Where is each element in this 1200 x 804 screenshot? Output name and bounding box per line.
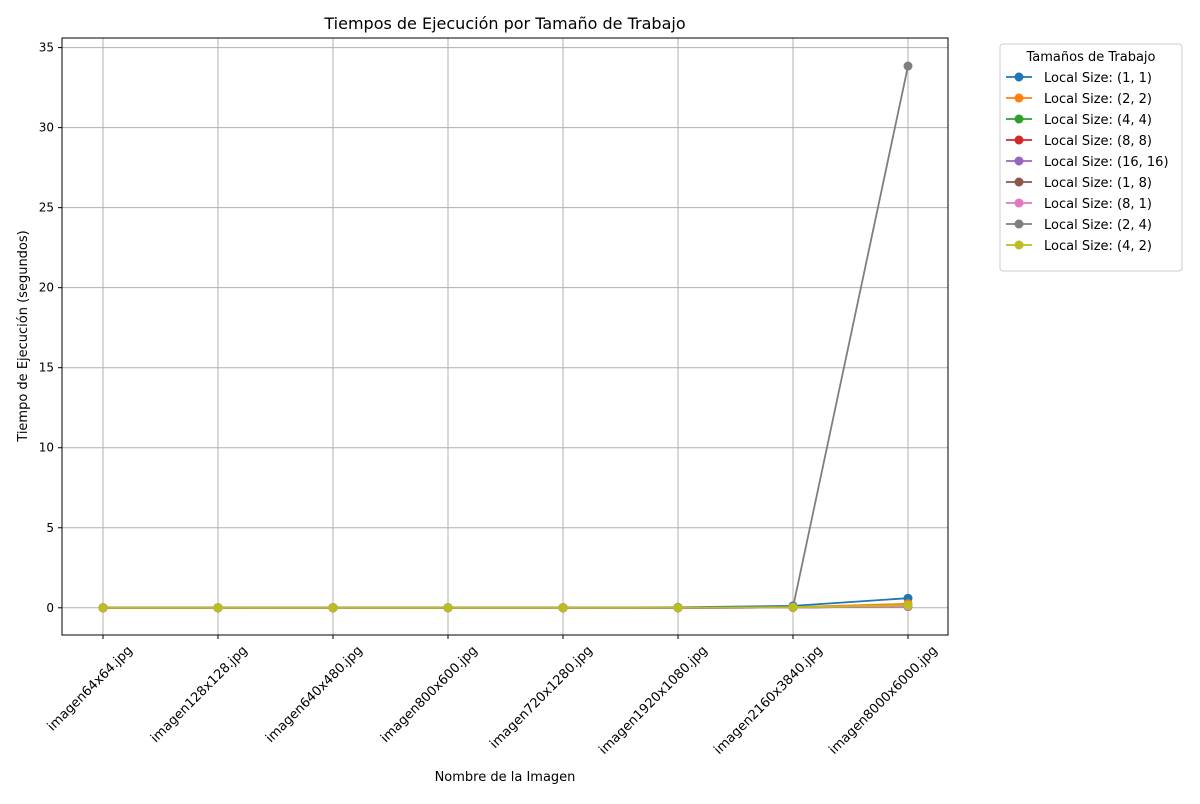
legend-marker [1014,198,1024,208]
legend-marker [1014,219,1024,229]
series-lines [98,61,913,613]
y-axis-label: Tiempo de Ejecución (segundos) [16,230,31,442]
legend-marker [1014,72,1024,82]
chart-title: Tiempos de Ejecución por Tamaño de Traba… [323,14,685,33]
data-point [98,603,108,613]
legend-label: Local Size: (2, 2) [1044,92,1152,107]
data-point [673,603,683,613]
legend-label: Local Size: (16, 16) [1044,155,1169,170]
legend-marker [1014,177,1024,187]
y-tick-label: 35 [39,41,54,55]
data-point [213,603,223,613]
legend-marker [1014,93,1024,103]
legend-title: Tamaños de Trabajo [1026,50,1156,65]
y-tick-label: 15 [39,361,54,375]
legend-label: Local Size: (1, 1) [1044,71,1152,86]
data-point [443,603,453,613]
legend-label: Local Size: (8, 8) [1044,134,1152,149]
legend: Tamaños de Trabajo Local Size: (1, 1)Loc… [999,43,1183,272]
y-tick-label: 30 [39,121,54,135]
series-line [103,604,909,609]
legend-label: Local Size: (4, 4) [1044,113,1152,128]
legend-label: Local Size: (8, 1) [1044,197,1152,212]
data-point [788,602,798,612]
legend-items: Local Size: (1, 1) Local Size: (2, 2) Loca… [1006,71,1169,254]
y-tick-label: 25 [39,201,54,215]
plot-frame [61,37,949,636]
y-tick-label: 0 [46,601,54,615]
legend-marker [1014,114,1024,124]
data-point [903,600,913,610]
y-tick-label: 5 [46,521,54,535]
legend-label: Local Size: (2, 4) [1044,218,1152,233]
legend-label: Local Size: (4, 2) [1044,239,1152,254]
x-axis-label: Nombre de la Imagen [435,770,576,785]
legend-marker [1014,156,1024,166]
legend-marker [1014,135,1024,145]
y-tick-label: 20 [39,281,54,295]
data-point [328,603,338,613]
legend-marker [1014,240,1024,250]
y-tick-label: 10 [39,441,54,455]
data-point [903,61,913,71]
data-point [558,603,568,613]
grid [62,38,948,635]
legend-label: Local Size: (1, 8) [1044,176,1152,191]
legend-frame [999,43,1183,272]
